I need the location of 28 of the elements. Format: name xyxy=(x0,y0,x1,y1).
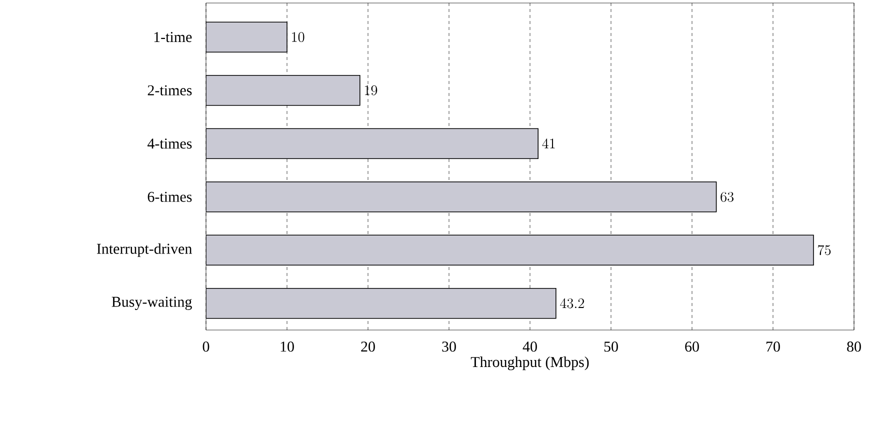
y-tick-label: Interrupt-driven xyxy=(96,243,192,257)
data-label: 10 xyxy=(292,32,304,42)
x-tick-label: 70 xyxy=(766,342,780,352)
bar xyxy=(206,128,539,160)
bar xyxy=(206,74,360,106)
x-tick-label: 50 xyxy=(604,342,618,352)
bar xyxy=(206,288,556,319)
data-label: 63 xyxy=(720,192,734,202)
data-label: 43.2 xyxy=(560,298,584,308)
y-tick-label: 4-times xyxy=(148,138,192,149)
y-tick-label: 1-time xyxy=(154,32,192,42)
data-label: 75 xyxy=(818,245,831,256)
x-tick-label: 80 xyxy=(847,342,861,352)
x-tick-label: 30 xyxy=(442,342,456,352)
data-label: 19 xyxy=(364,85,378,96)
x-tick-label: 10 xyxy=(280,342,294,352)
x-tick-label: 40 xyxy=(522,342,537,352)
x-tick-label: 20 xyxy=(361,342,375,352)
y-tick-label: 2-times xyxy=(148,85,192,96)
x-tick-label: 60 xyxy=(685,342,699,352)
x-tick-label: 0 xyxy=(202,342,210,352)
bar xyxy=(206,22,288,52)
bar xyxy=(206,234,814,266)
data-label: 41 xyxy=(542,138,555,148)
x-axis-title: Throughput (Mbps) xyxy=(470,356,589,370)
y-tick-label: Busy-waiting xyxy=(112,296,192,310)
y-tick-label: 6-times xyxy=(148,192,192,202)
bar xyxy=(206,181,717,212)
